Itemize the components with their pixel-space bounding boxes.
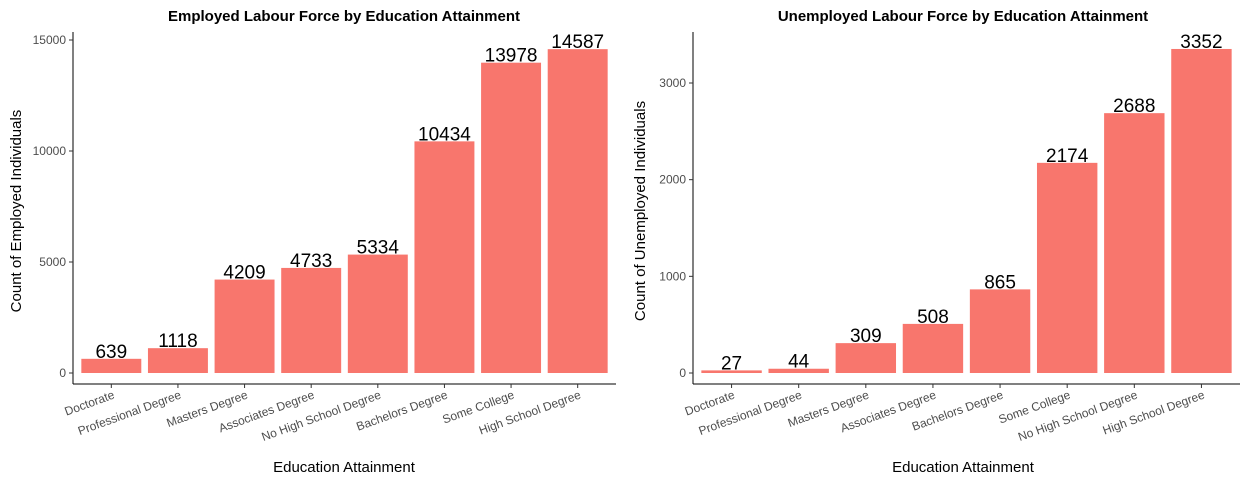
unemployed-bar: [768, 368, 829, 373]
employed-chart-title: Employed Labour Force by Education Attai…: [168, 8, 520, 25]
unemployed-y-tick-label: 1000: [659, 269, 686, 283]
unemployed-bar-value-label: 3352: [1180, 32, 1222, 53]
employed-x-axis-title: Education Attainment: [273, 459, 416, 476]
unemployed-bar-value-label: 309: [850, 326, 882, 347]
employed-bar: [414, 141, 475, 373]
unemployed-bar: [701, 370, 762, 373]
employed-y-tick-label: 10000: [33, 144, 67, 158]
employed-y-tick-label: 5000: [39, 255, 66, 269]
employed-bar-value-label: 1118: [158, 331, 197, 352]
unemployed-x-axis-title: Education Attainment: [892, 459, 1035, 476]
unemployed-bar-value-label: 2688: [1113, 96, 1155, 117]
unemployed-y-axis-title: Count of Unemployed Individuals: [632, 101, 649, 321]
unemployed-y-tick-label: 2000: [659, 173, 686, 187]
employed-bar: [214, 279, 275, 373]
employed-bar-value-label: 13978: [485, 46, 538, 67]
unemployed-y-tick-label: 0: [679, 366, 686, 380]
employed-bar-value-label: 639: [95, 342, 127, 363]
unemployed-y-tick-label: 3000: [659, 76, 686, 90]
unemployed-bar: [902, 323, 964, 373]
employed-y-tick-label: 0: [59, 366, 66, 380]
employed-plot-area: 050001000015000639Doctorate1118Professio…: [33, 32, 608, 444]
unemployed-bar-value-label: 508: [917, 307, 949, 328]
employed-y-axis-title: Count of Employed Individuals: [8, 110, 25, 313]
unemployed-bar: [1036, 162, 1098, 373]
unemployed-bar-value-label: 865: [984, 272, 1016, 293]
unemployed-chart-title: Unemployed Labour Force by Education Att…: [778, 8, 1148, 25]
unemployed-bar: [969, 289, 1031, 373]
employed-bar-value-label: 4209: [223, 263, 265, 284]
unemployed-x-tick-label: No High School Degree: [1016, 388, 1140, 444]
employed-bar-value-label: 14587: [551, 32, 604, 53]
unemployed-chart: Unemployed Labour Force by Education Att…: [632, 8, 1240, 476]
unemployed-bar: [1171, 48, 1232, 374]
employed-bar: [481, 62, 542, 373]
employed-bar: [281, 267, 342, 373]
unemployed-bar-value-label: 27: [721, 353, 742, 374]
unemployed-bar-value-label: 44: [788, 352, 810, 373]
unemployed-bar: [1104, 113, 1165, 373]
employed-y-tick-label: 15000: [33, 33, 67, 47]
employed-bar: [81, 358, 142, 373]
employed-x-tick-label: No High School Degree: [260, 388, 384, 444]
employed-bar-value-label: 4733: [290, 251, 332, 272]
employed-bar: [547, 49, 608, 373]
unemployed-bar-value-label: 2174: [1046, 146, 1089, 167]
employed-bar: [147, 348, 208, 373]
employed-bar-value-label: 10434: [418, 124, 471, 145]
unemployed-bar: [835, 343, 897, 373]
employed-chart: Employed Labour Force by Education Attai…: [8, 8, 616, 476]
employed-bar: [347, 254, 408, 373]
employed-bar-value-label: 5334: [357, 238, 400, 259]
